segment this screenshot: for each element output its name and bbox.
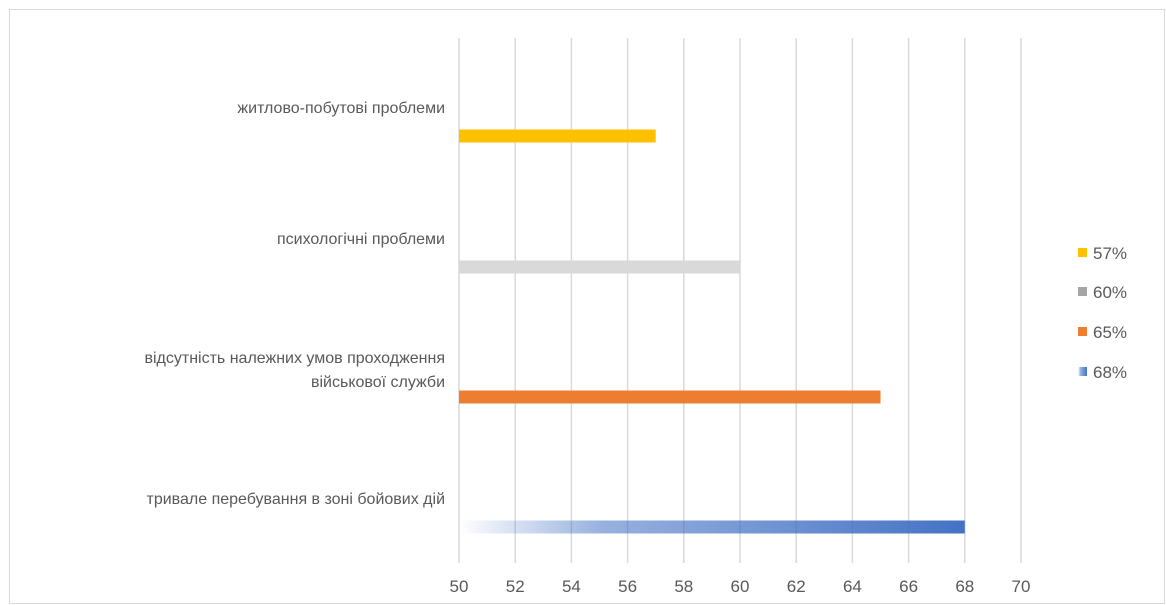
category-label: відсутність належних умов проходження (144, 350, 445, 367)
category-label: психологічні проблеми (277, 231, 445, 248)
bar-65pct (459, 390, 881, 404)
legend-label: 60% (1093, 283, 1127, 302)
x-tick-label-56: 56 (618, 577, 637, 596)
x-tick-label-66: 66 (899, 577, 918, 596)
legend-swatch (1078, 287, 1087, 296)
legend-swatch (1078, 248, 1087, 257)
x-tick-label-64: 64 (843, 577, 862, 596)
category-label: військової служби (311, 374, 445, 391)
gridlines (458, 38, 1022, 563)
legend-label: 57% (1093, 244, 1127, 263)
bars (459, 129, 965, 534)
category-label: житлово-побутові проблеми (237, 100, 445, 117)
x-tick-label-54: 54 (562, 577, 581, 596)
category-labels: житлово-побутові проблеми психологічні пр… (144, 100, 445, 508)
x-tick-label-62: 62 (787, 577, 806, 596)
chart-container: житлово-побутові проблеми психологічні пр… (9, 9, 1165, 604)
category-label: тривале перебування в зоні бойових дій (147, 491, 446, 508)
bar-chart: житлово-побутові проблеми психологічні пр… (144, 38, 1127, 596)
x-tick-label-70: 70 (1012, 577, 1031, 596)
legend: 57% 60% 65% 68% (1078, 244, 1127, 382)
bar-57pct (459, 129, 656, 143)
legend-swatch (1078, 327, 1087, 336)
x-tick-label-68: 68 (955, 577, 974, 596)
x-tick-label-52: 52 (506, 577, 525, 596)
x-axis-ticks: 50 52 54 56 58 60 62 64 66 68 70 (450, 577, 1031, 596)
x-tick-label-58: 58 (674, 577, 693, 596)
legend-label: 68% (1093, 363, 1127, 382)
legend-label: 65% (1093, 323, 1127, 342)
x-tick-label-60: 60 (731, 577, 750, 596)
bar-68pct (459, 520, 965, 534)
bar-60pct (459, 260, 740, 274)
legend-swatch (1078, 367, 1087, 376)
x-tick-label-50: 50 (450, 577, 469, 596)
